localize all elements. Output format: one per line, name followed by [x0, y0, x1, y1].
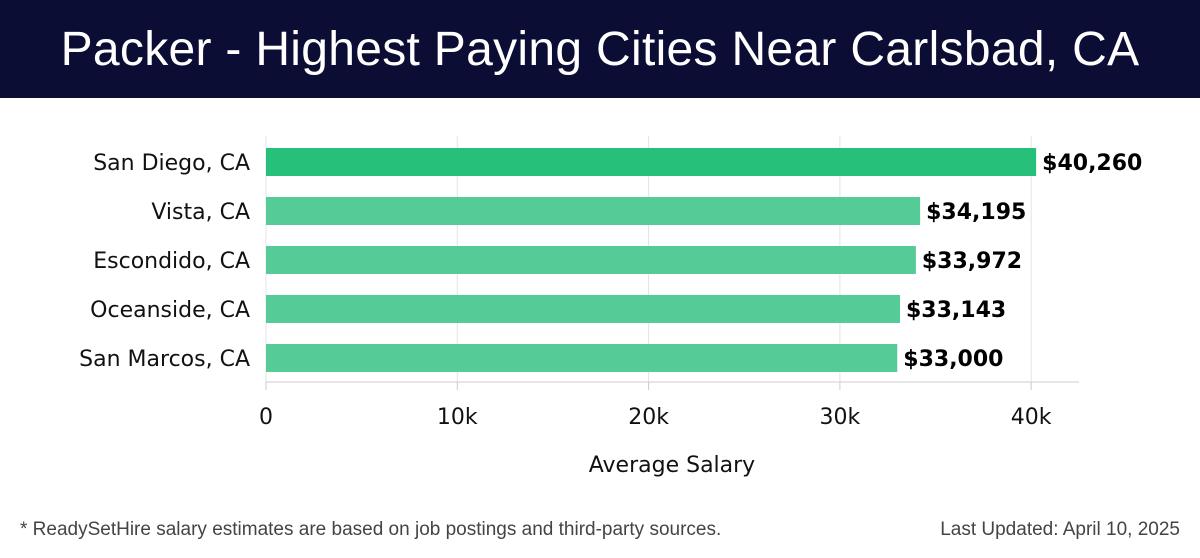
last-updated: Last Updated: April 10, 2025 — [940, 519, 1180, 540]
bar — [266, 246, 916, 274]
chart-title: Packer - Highest Paying Cities Near Carl… — [60, 22, 1140, 76]
x-tick-label: 0 — [259, 405, 273, 430]
x-tick-label: 10k — [437, 405, 478, 430]
value-label: $33,972 — [922, 249, 1022, 274]
footnote: * ReadySetHire salary estimates are base… — [20, 519, 722, 540]
category-label: San Marcos, CA — [79, 347, 250, 372]
bar — [266, 148, 1037, 176]
x-tick-label: 20k — [628, 405, 669, 430]
x-tick-labels: 0 10k 20k 30k 40k — [259, 405, 1052, 430]
x-tick-label: 40k — [1011, 405, 1052, 430]
category-label: Oceanside, CA — [90, 298, 250, 323]
category-label: San Diego, CA — [93, 151, 250, 176]
x-axis-label: Average Salary — [589, 453, 755, 478]
value-label: $33,143 — [906, 298, 1006, 323]
bars — [266, 148, 1037, 372]
x-tick-label: 30k — [820, 405, 861, 430]
title-banner: Packer - Highest Paying Cities Near Carl… — [0, 0, 1200, 98]
bar — [266, 295, 901, 323]
category-labels: San Diego, CA Vista, CA Escondido, CA Ocean… — [79, 151, 250, 372]
category-label: Vista, CA — [151, 200, 250, 225]
value-labels: $40,260 $34,195 $33,972 $33,143 $33,000 — [903, 151, 1142, 372]
bar — [266, 344, 898, 372]
value-label: $34,195 — [926, 200, 1026, 225]
value-label: $40,260 — [1042, 151, 1142, 176]
value-label: $33,000 — [903, 347, 1003, 372]
bar-chart: San Diego, CA Vista, CA Escondido, CA Ocean… — [79, 136, 1142, 478]
category-label: Escondido, CA — [93, 249, 250, 274]
bar — [266, 197, 921, 225]
